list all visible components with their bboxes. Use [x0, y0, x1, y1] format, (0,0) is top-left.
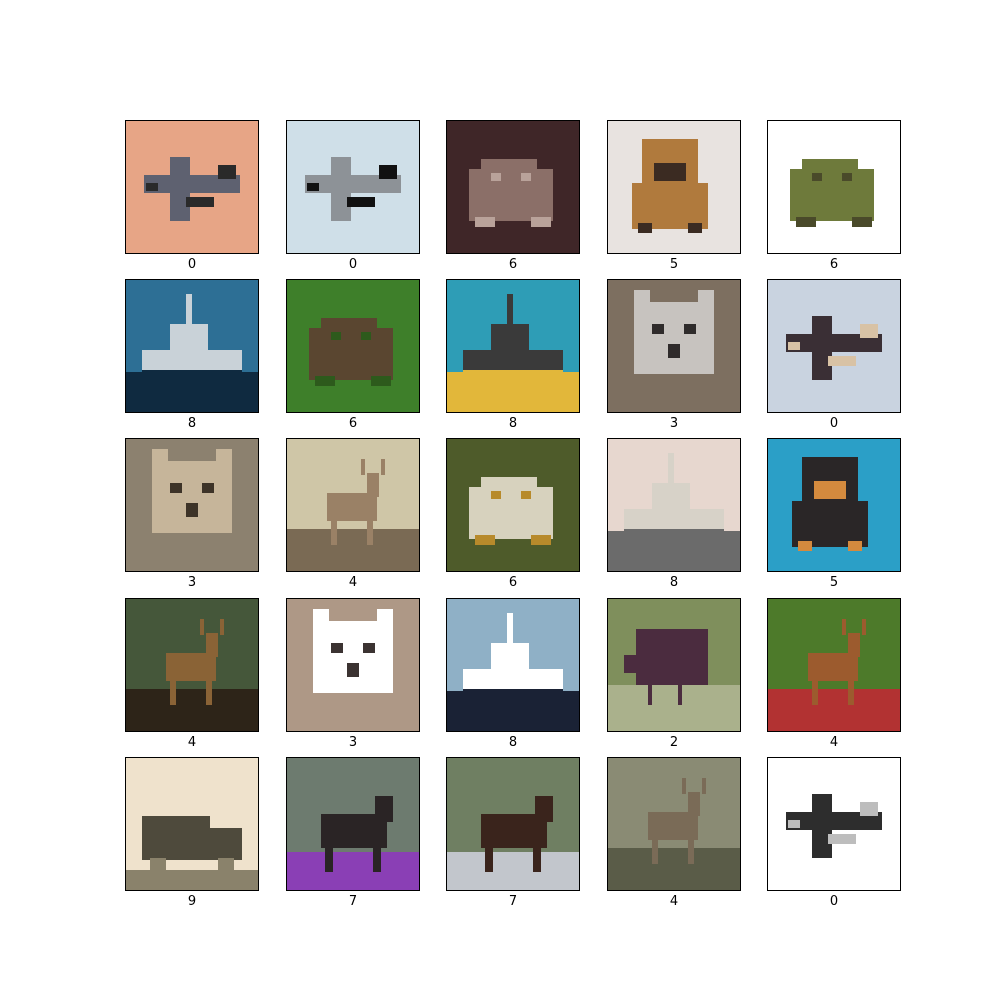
airplane-thumbnail — [125, 120, 259, 254]
airplane-thumbnail — [767, 757, 901, 891]
grid-cell: 6 — [446, 120, 580, 280]
frog-thumbnail — [446, 438, 580, 572]
class-label: 9 — [187, 894, 197, 909]
class-label: 7 — [508, 894, 518, 909]
frog-thumbnail — [767, 120, 901, 254]
class-label: 4 — [187, 735, 197, 750]
class-label: 8 — [187, 416, 197, 431]
deer-thumbnail — [767, 598, 901, 732]
grid-cell: 6 — [767, 120, 901, 280]
grid-cell: 3 — [286, 598, 420, 758]
frog-thumbnail — [286, 279, 420, 413]
class-label: 4 — [669, 894, 679, 909]
class-label: 2 — [669, 735, 679, 750]
dog-thumbnail — [767, 438, 901, 572]
ship-thumbnail — [446, 279, 580, 413]
class-label: 0 — [187, 257, 197, 272]
dog-thumbnail — [607, 120, 741, 254]
grid-cell: 6 — [446, 438, 580, 598]
class-label: 8 — [508, 735, 518, 750]
frog-thumbnail — [446, 120, 580, 254]
grid-cell: 4 — [125, 598, 259, 758]
grid-cell: 0 — [767, 279, 901, 439]
grid-cell: 3 — [607, 279, 741, 439]
class-label: 5 — [829, 575, 839, 590]
grid-cell: 6 — [286, 279, 420, 439]
grid-cell: 8 — [125, 279, 259, 439]
grid-cell: 5 — [767, 438, 901, 598]
class-label: 6 — [348, 416, 358, 431]
ship-thumbnail — [446, 598, 580, 732]
grid-cell: 4 — [767, 598, 901, 758]
ship-thumbnail — [125, 279, 259, 413]
cat-thumbnail — [607, 279, 741, 413]
ship-thumbnail — [607, 438, 741, 572]
deer-thumbnail — [607, 757, 741, 891]
cat-thumbnail — [125, 438, 259, 572]
deer-thumbnail — [286, 438, 420, 572]
grid-cell: 0 — [286, 120, 420, 280]
class-label: 6 — [508, 257, 518, 272]
grid-cell: 7 — [446, 757, 580, 917]
grid-cell: 8 — [607, 438, 741, 598]
class-label: 0 — [348, 257, 358, 272]
horse-thumbnail — [286, 757, 420, 891]
class-label: 6 — [829, 257, 839, 272]
airplane-thumbnail — [286, 120, 420, 254]
grid-cell: 0 — [767, 757, 901, 917]
grid-cell: 8 — [446, 598, 580, 758]
bird-thumbnail — [607, 598, 741, 732]
class-label: 4 — [348, 575, 358, 590]
class-label: 7 — [348, 894, 358, 909]
cat-thumbnail — [286, 598, 420, 732]
grid-cell: 2 — [607, 598, 741, 758]
truck-thumbnail — [125, 757, 259, 891]
grid-cell: 4 — [607, 757, 741, 917]
class-label: 8 — [508, 416, 518, 431]
grid-cell: 0 — [125, 120, 259, 280]
grid-cell: 8 — [446, 279, 580, 439]
grid-cell: 9 — [125, 757, 259, 917]
class-label: 5 — [669, 257, 679, 272]
class-label: 3 — [187, 575, 197, 590]
grid-cell: 4 — [286, 438, 420, 598]
deer-thumbnail — [125, 598, 259, 732]
class-label: 3 — [348, 735, 358, 750]
class-label: 3 — [669, 416, 679, 431]
horse-thumbnail — [446, 757, 580, 891]
class-label: 8 — [669, 575, 679, 590]
grid-cell: 5 — [607, 120, 741, 280]
grid-cell: 7 — [286, 757, 420, 917]
class-label: 0 — [829, 894, 839, 909]
class-label: 6 — [508, 575, 518, 590]
airplane-thumbnail — [767, 279, 901, 413]
class-label: 4 — [829, 735, 839, 750]
class-label: 0 — [829, 416, 839, 431]
grid-cell: 3 — [125, 438, 259, 598]
